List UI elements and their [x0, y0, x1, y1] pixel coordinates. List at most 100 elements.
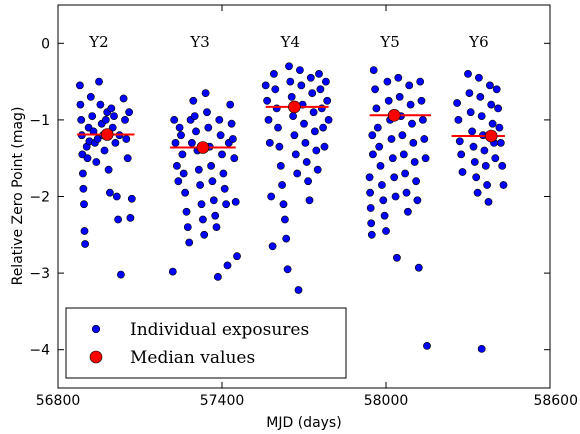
season-label: Y2	[88, 33, 108, 51]
data-point	[324, 116, 333, 124]
data-point	[107, 104, 116, 113]
data-point	[272, 104, 281, 113]
data-point	[168, 267, 177, 276]
y-tick-label: −1	[29, 113, 50, 129]
data-point	[302, 158, 311, 166]
data-point	[203, 108, 211, 117]
data-point	[265, 138, 274, 147]
data-point	[485, 81, 494, 90]
data-point	[395, 93, 404, 101]
x-tick-label: 58000	[364, 393, 409, 409]
data-point	[376, 161, 385, 170]
data-point	[316, 85, 325, 94]
data-point	[76, 81, 84, 90]
data-point	[278, 181, 286, 189]
data-point	[207, 161, 215, 170]
median-marker	[387, 109, 401, 122]
data-point	[367, 219, 376, 228]
data-point	[453, 99, 461, 107]
data-point	[406, 100, 415, 109]
data-point	[365, 173, 374, 182]
data-point	[123, 154, 132, 163]
data-point	[285, 62, 293, 71]
data-point	[106, 188, 114, 197]
data-point	[86, 93, 95, 101]
data-point	[279, 200, 288, 209]
data-point	[108, 123, 117, 132]
data-point	[409, 138, 418, 147]
data-point	[301, 138, 310, 147]
data-point	[484, 197, 493, 206]
data-point	[315, 70, 323, 78]
data-point	[300, 119, 308, 128]
data-point	[401, 169, 409, 178]
data-point	[267, 192, 276, 201]
data-point	[399, 150, 408, 159]
data-point	[185, 238, 194, 247]
median-marker	[484, 129, 498, 143]
data-point	[403, 207, 412, 216]
data-point	[309, 108, 318, 117]
data-point	[369, 66, 378, 74]
data-point	[371, 85, 379, 94]
legend-box	[65, 307, 347, 379]
data-point	[100, 146, 109, 155]
data-point	[208, 177, 217, 186]
data-point	[287, 93, 296, 101]
data-point	[474, 73, 483, 82]
data-point	[291, 150, 300, 159]
data-point	[119, 94, 128, 103]
data-point	[83, 154, 92, 163]
data-point	[372, 104, 381, 113]
data-point	[473, 188, 482, 197]
season-labels: Y2 Y3 Y4 Y5 Y6	[88, 33, 488, 51]
data-point	[201, 89, 210, 97]
data-point	[465, 89, 474, 97]
data-point	[230, 154, 239, 163]
data-point	[495, 123, 504, 132]
data-point	[192, 127, 200, 136]
data-point	[320, 142, 329, 151]
data-point	[481, 161, 490, 170]
data-point	[216, 131, 225, 140]
data-point	[220, 184, 229, 193]
data-point	[101, 116, 110, 124]
data-point	[280, 215, 289, 224]
data-point	[211, 211, 220, 220]
data-point	[218, 150, 226, 159]
data-point	[366, 204, 375, 212]
data-point	[480, 146, 489, 155]
data-point	[321, 77, 330, 86]
data-point	[170, 116, 179, 124]
data-point	[487, 100, 496, 109]
data-point	[190, 112, 199, 120]
y-axis-ticks: 0 −1 −2 −3 −4	[29, 36, 550, 359]
data-point	[289, 112, 297, 120]
data-point	[387, 135, 396, 143]
data-point	[122, 135, 131, 143]
data-point	[458, 168, 467, 176]
data-point	[92, 158, 101, 166]
data-point	[126, 213, 135, 222]
legend-marker-median	[89, 350, 103, 364]
data-point	[282, 234, 291, 243]
data-point	[271, 85, 280, 94]
data-point	[95, 77, 103, 86]
data-point	[494, 104, 502, 113]
data-point	[498, 161, 507, 170]
data-point	[383, 77, 392, 86]
data-point	[367, 230, 376, 239]
data-point	[111, 138, 120, 147]
data-point	[308, 89, 317, 97]
data-point	[310, 127, 319, 136]
median-markers	[77, 100, 505, 154]
data-point	[375, 142, 384, 151]
data-point	[178, 150, 187, 159]
data-point	[414, 263, 423, 272]
median-marker	[288, 100, 301, 114]
data-point	[274, 123, 282, 132]
data-point	[233, 252, 241, 261]
data-point	[496, 138, 505, 147]
data-point	[377, 181, 386, 189]
